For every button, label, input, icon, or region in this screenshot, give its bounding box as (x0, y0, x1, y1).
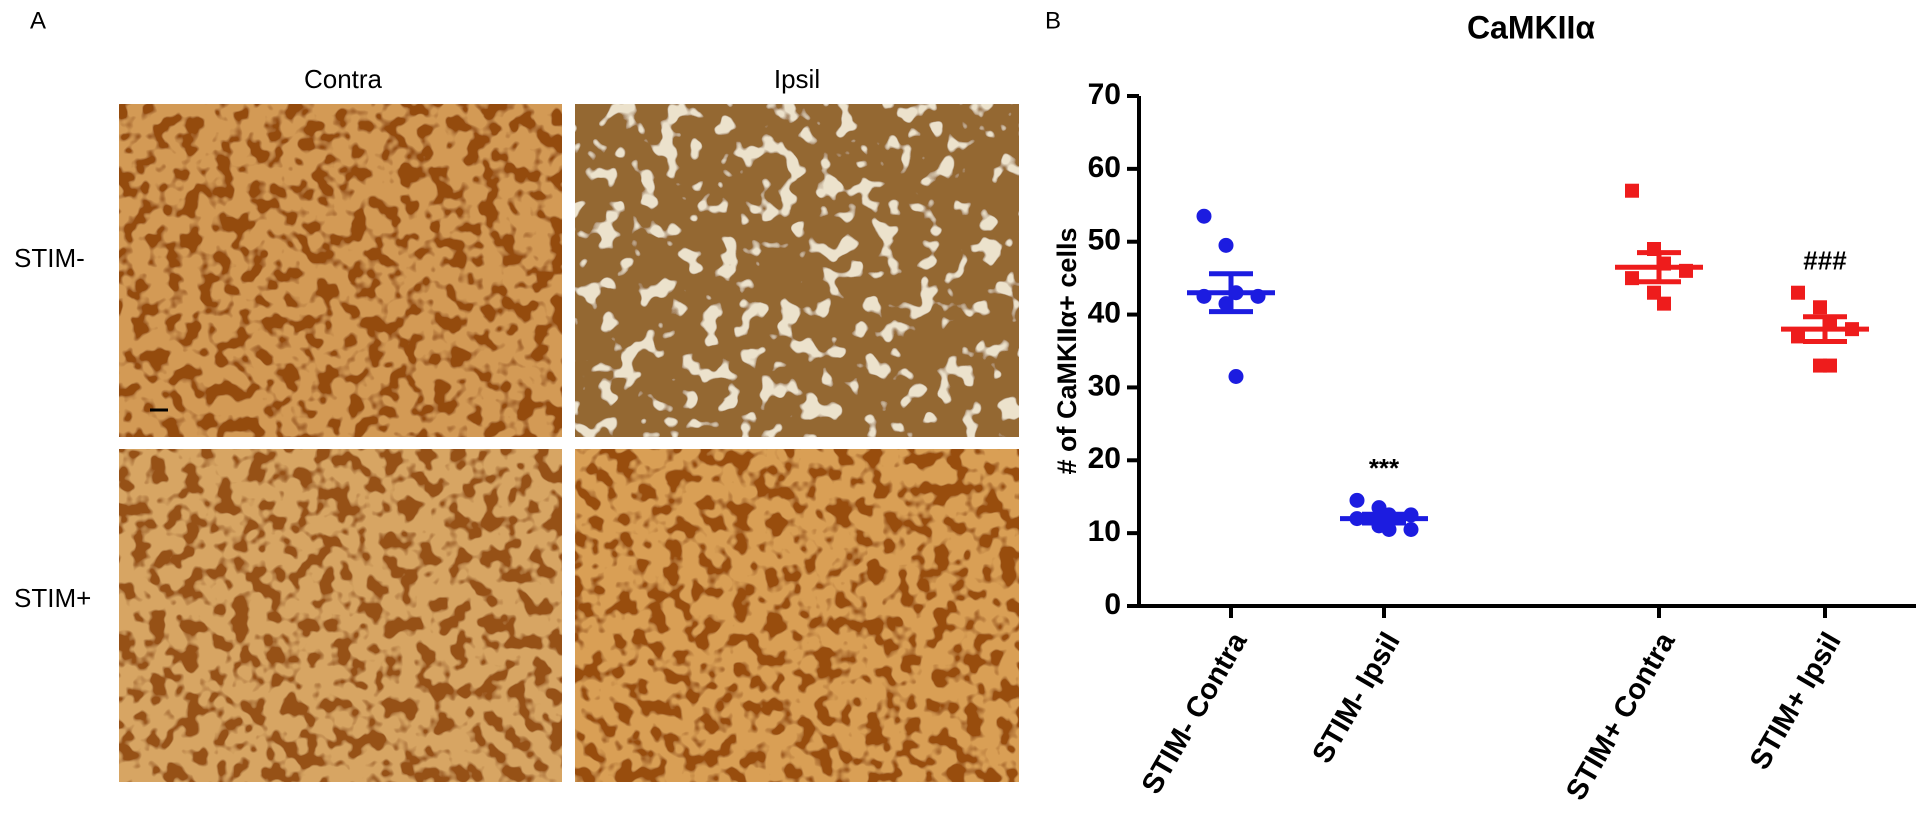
data-point (1349, 492, 1365, 508)
error-bar (1637, 250, 1681, 285)
x-tick-label: STIM+ Ipsil (1744, 627, 1848, 775)
y-axis-label: # of CaMKIIα+ cells (1052, 228, 1082, 475)
panel-label: B (1045, 7, 1061, 34)
data-point (1813, 300, 1827, 315)
y-tick-label: 20 (1088, 442, 1121, 475)
y-tick-label: 70 (1088, 78, 1121, 111)
error-bar (1362, 511, 1406, 526)
column-label: Ipsil (774, 64, 820, 94)
data-point (1647, 285, 1661, 300)
data-point (1196, 208, 1212, 224)
row-label: STIM+ (14, 583, 91, 613)
micrograph (119, 449, 562, 782)
error-bar (1803, 314, 1847, 345)
micrograph (119, 104, 562, 437)
data-point (1625, 271, 1639, 286)
chart-title: CaMKIIα (1467, 9, 1595, 45)
row-label: STIM- (14, 243, 85, 273)
data-point (1657, 296, 1671, 311)
panel-label: A (30, 7, 46, 34)
data-point (1218, 237, 1234, 253)
x-tick-label: STIM- Ipsil (1306, 627, 1406, 769)
micrograph (575, 449, 1019, 782)
data-point (1403, 522, 1419, 537)
micrograph (575, 104, 1019, 437)
data-point (1823, 358, 1837, 373)
y-tick-label: 10 (1088, 515, 1121, 548)
y-tick-label: 50 (1088, 224, 1121, 257)
annotation: ### (1803, 246, 1847, 276)
data-point (1791, 285, 1805, 300)
data-point (1228, 369, 1244, 384)
y-tick-label: 0 (1104, 588, 1121, 621)
data-point (1791, 329, 1805, 344)
annotation: *** (1369, 453, 1400, 483)
data-point (1381, 522, 1397, 537)
y-tick-label: 60 (1088, 151, 1121, 184)
x-tick-label: STIM- Contra (1136, 627, 1254, 800)
x-tick-label: STIM+ Contra (1560, 627, 1682, 806)
y-tick-label: 30 (1088, 369, 1121, 402)
data-point (1625, 183, 1639, 198)
error-bar (1209, 271, 1253, 315)
y-tick-label: 40 (1088, 296, 1121, 329)
column-label: Contra (304, 64, 383, 94)
